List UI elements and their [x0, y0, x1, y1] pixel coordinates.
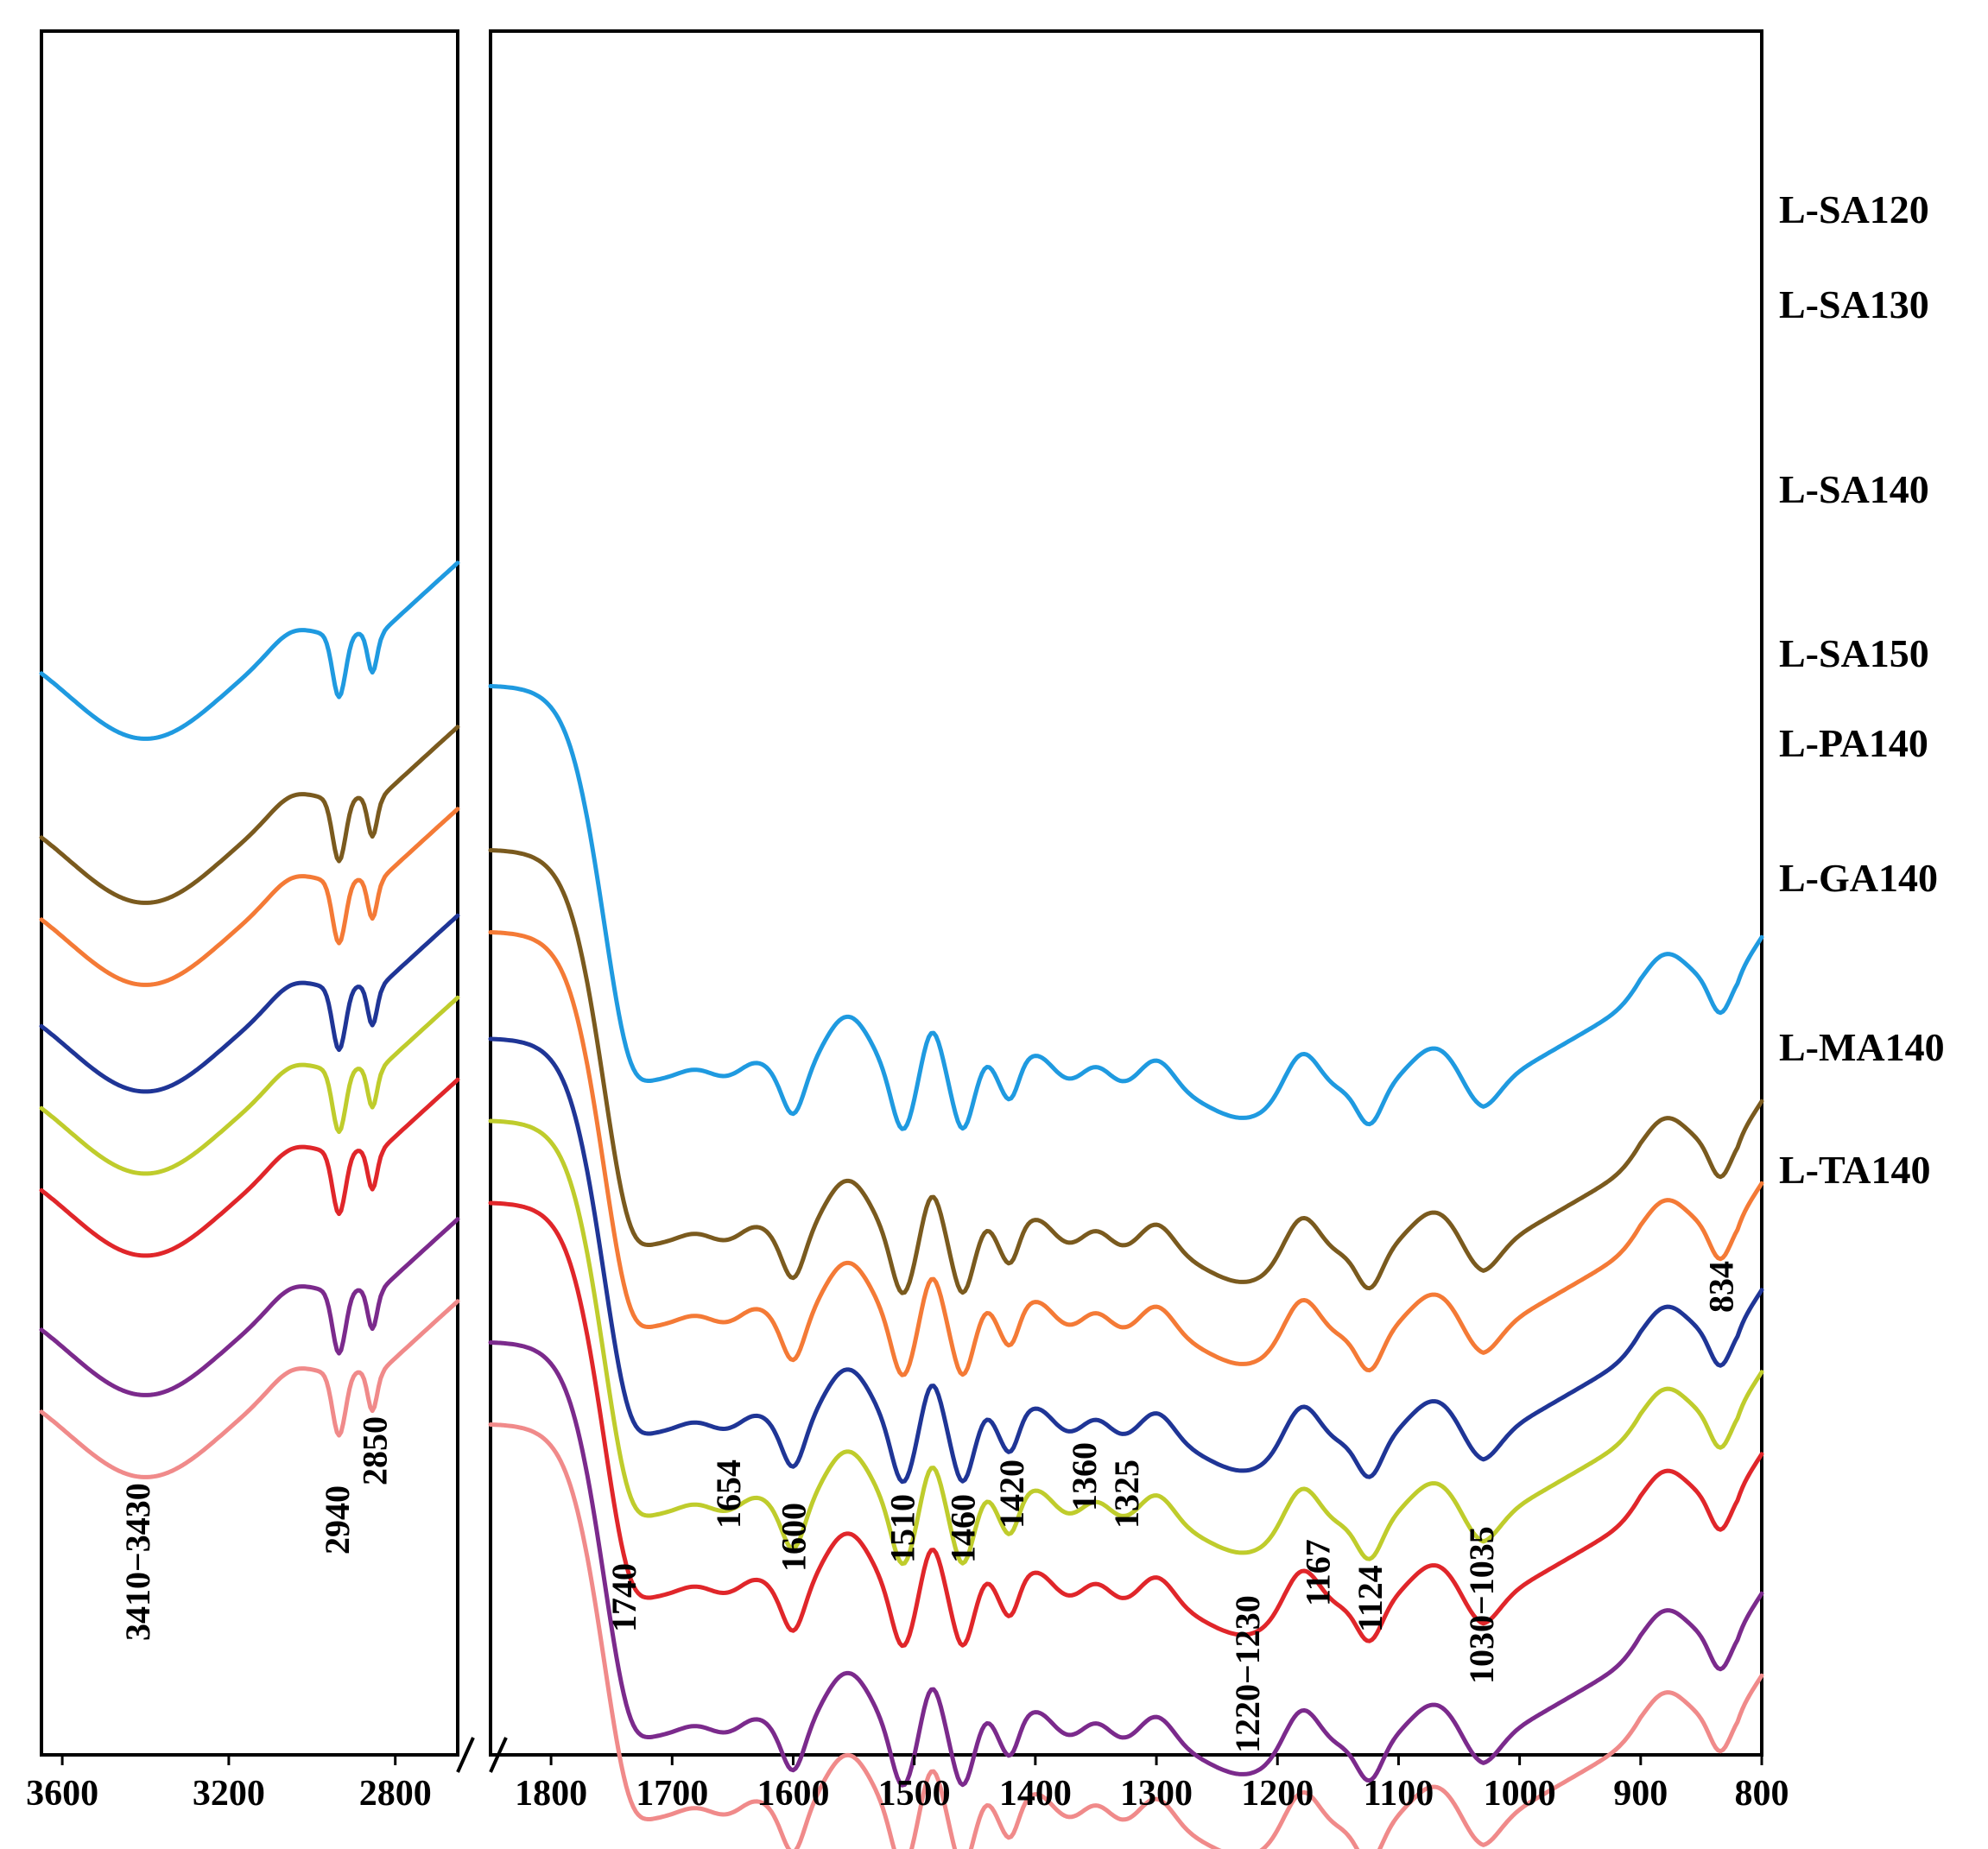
line-right-l-sa120: [488, 684, 1764, 1131]
tick-label-1200: 1200: [1241, 1774, 1314, 1814]
line-left-l-ga140: [39, 1077, 460, 1258]
line-right-l-ga140: [488, 1200, 1764, 1649]
line-left-l-ma140: [39, 1217, 460, 1397]
tick-label-1000: 1000: [1484, 1774, 1556, 1814]
series-l-ma140: [39, 1217, 1764, 1788]
annotation-1124: 1124: [1351, 1565, 1390, 1632]
label-l-sa120: L-SA120: [1779, 187, 1929, 231]
series-l-sa150: [39, 913, 1764, 1485]
annotation-1654: 1654: [709, 1460, 748, 1529]
annotation-1460: 1460: [944, 1494, 983, 1563]
annotation-1167: 1167: [1299, 1539, 1338, 1606]
annotation-2850: 2850: [356, 1416, 395, 1485]
tick-label-1400: 1400: [999, 1774, 1072, 1814]
left-panel-frame: [40, 29, 459, 1757]
series-l-ga140: [39, 1077, 1764, 1649]
annotation-1740: 1740: [605, 1563, 643, 1632]
tick-label-1800: 1800: [515, 1774, 587, 1814]
annotation-1600: 1600: [774, 1503, 813, 1572]
annotation-834: 834: [1701, 1261, 1740, 1313]
label-l-ga140: L-GA140: [1779, 856, 1938, 900]
axis-break-mark: [456, 1737, 508, 1773]
line-right-l-sa140: [488, 930, 1764, 1377]
line-right-l-sa130: [488, 848, 1764, 1295]
line-left-l-ta140: [39, 1299, 460, 1479]
right-panel-frame: [489, 29, 1763, 1757]
series-l-sa140: [39, 807, 1764, 1377]
tick-label-900: 900: [1613, 1774, 1668, 1814]
line-left-l-sa140: [39, 807, 460, 987]
x-axis-ticks: 3600 3200 2800 1800 1700 1600 1500 1400 1300 1200…: [26, 1755, 1789, 1814]
label-l-sa130: L-SA130: [1779, 282, 1929, 326]
label-l-sa150: L-SA150: [1779, 631, 1929, 675]
series-l-pa140: [39, 995, 1764, 1567]
tick-label-1600: 1600: [757, 1774, 829, 1814]
line-left-l-sa130: [39, 725, 460, 905]
line-left-l-pa140: [39, 995, 460, 1176]
annotation-1510: 1510: [883, 1494, 922, 1563]
line-right-l-ma140: [488, 1340, 1764, 1788]
plot-frames: [40, 29, 1763, 1773]
tick-label-800: 800: [1735, 1774, 1789, 1814]
series-l-ta140: [39, 1299, 1764, 1849]
label-l-ma140: L-MA140: [1779, 1025, 1945, 1069]
annotation-2940: 2940: [318, 1485, 357, 1555]
label-l-ta140: L-TA140: [1779, 1148, 1931, 1192]
line-left-l-sa150: [39, 913, 460, 1094]
annotation-3410−3430: 3410−3430: [118, 1483, 157, 1641]
series-l-sa120: [39, 560, 1764, 1131]
annotation-1220−1230: 1220−1230: [1228, 1595, 1267, 1753]
annotation-1030−1035: 1030−1035: [1462, 1526, 1501, 1684]
line-left-l-sa120: [39, 560, 460, 741]
tick-label-3200: 3200: [193, 1774, 265, 1814]
series-l-sa130: [39, 725, 1764, 1295]
spectra-group: [39, 560, 1764, 1849]
label-l-pa140: L-PA140: [1779, 721, 1928, 765]
tick-label-1300: 1300: [1120, 1774, 1193, 1814]
series-labels: L-SA120 L-SA130 L-SA140 L-SA150 L-PA140 L-GA1…: [1779, 187, 1945, 1192]
tick-label-1700: 1700: [636, 1774, 708, 1814]
line-right-l-ta140: [488, 1422, 1764, 1849]
annotation-1325: 1325: [1107, 1460, 1146, 1529]
tick-label-3600: 3600: [26, 1774, 98, 1814]
annotation-1360: 1360: [1065, 1442, 1104, 1511]
tick-label-1500: 1500: [878, 1774, 951, 1814]
label-l-sa140: L-SA140: [1779, 467, 1929, 511]
line-right-l-sa150: [488, 1036, 1764, 1485]
tick-label-2800: 2800: [359, 1774, 432, 1814]
line-right-l-pa140: [488, 1118, 1764, 1567]
tick-label-1100: 1100: [1364, 1774, 1434, 1814]
annotation-1420: 1420: [992, 1460, 1031, 1529]
